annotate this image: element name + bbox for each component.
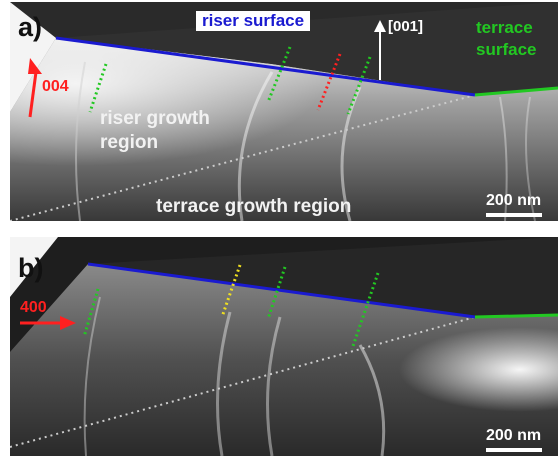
reflection-arrow-head	[60, 316, 76, 330]
dislocation-red	[316, 53, 342, 111]
dislocation-green-1	[82, 288, 100, 338]
terrace-surface-line	[474, 313, 558, 319]
dislocation-green-3	[350, 272, 380, 350]
terrace-surface-line	[474, 86, 558, 97]
panel-b-image	[10, 237, 558, 456]
terrace-surface-label-1: terrace	[476, 18, 533, 37]
panel-a: a) riser surface [001] terrace surface 0…	[10, 2, 558, 221]
riser-surface-line	[55, 36, 476, 97]
scale-bar	[486, 213, 542, 217]
scale-label: 200 nm	[486, 427, 542, 444]
growth-boundary	[10, 94, 476, 221]
riser-region-label-1: riser growth	[100, 108, 210, 129]
corner-wedge	[10, 237, 58, 297]
reflection-label: 004	[42, 78, 69, 95]
growth-boundary	[10, 316, 476, 448]
substrate-wedge	[10, 2, 56, 112]
scale-label: 200 nm	[486, 192, 542, 209]
riser-surface-line	[87, 262, 476, 319]
terrace-region-label: terrace growth region	[156, 196, 352, 217]
dislocation-green-2	[266, 266, 287, 320]
riser-surface-label: riser surface	[196, 11, 311, 31]
dislocation-green-1	[88, 63, 108, 113]
reflection-label: 400	[20, 299, 47, 316]
dislocation-yellow	[220, 264, 242, 318]
reflection-arrow-head	[28, 58, 42, 74]
direction-label: [001]	[388, 18, 424, 35]
panel-label: b)	[18, 253, 44, 283]
panel-label: a)	[18, 12, 43, 42]
panel-b: b) 400 200 nm	[10, 237, 558, 456]
direction-arrow-head	[374, 20, 386, 32]
reflection-arrow	[28, 71, 38, 118]
dislocation-green-3	[346, 56, 372, 115]
riser-region-label-2: region	[100, 132, 159, 153]
panel-a-image	[10, 2, 558, 221]
terrace-surface-label-2: surface	[476, 40, 537, 59]
scale-bar	[486, 448, 542, 452]
